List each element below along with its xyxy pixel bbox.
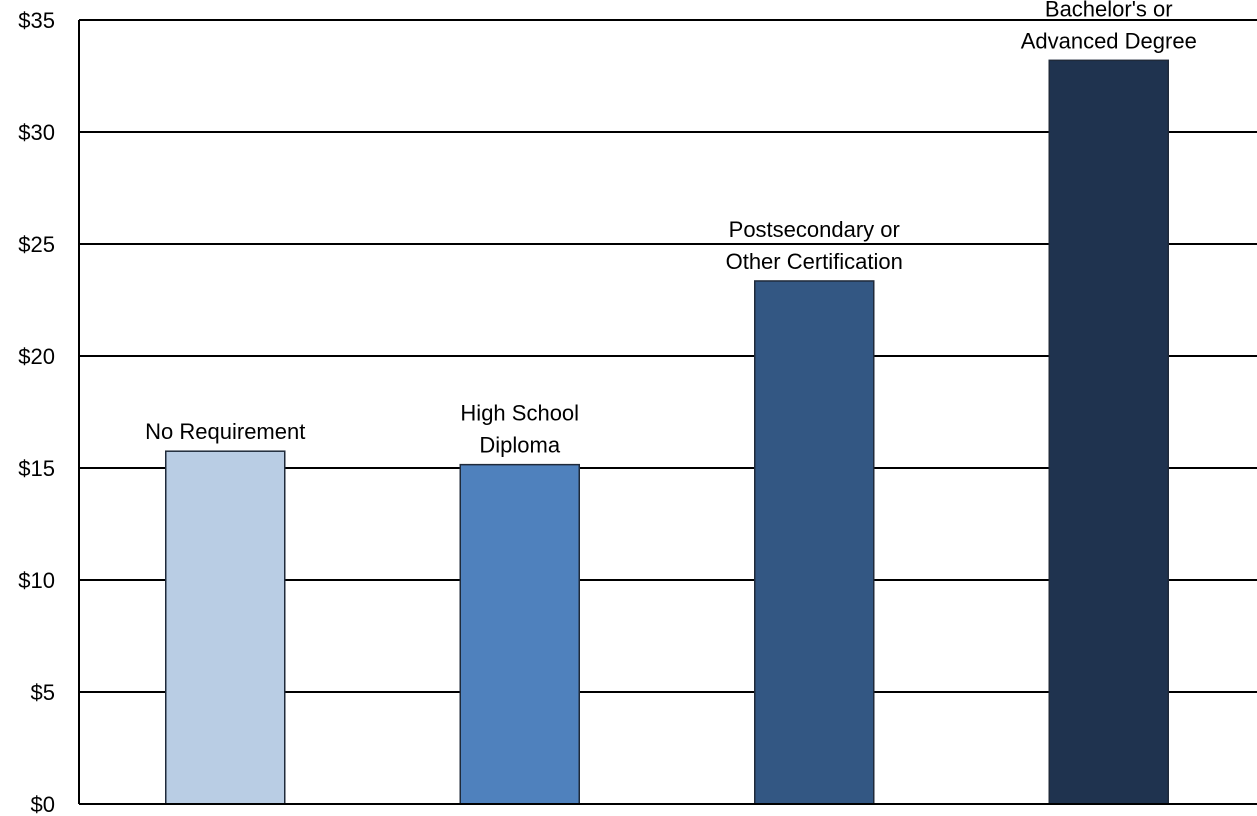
bar-label: No Requirement bbox=[145, 419, 305, 444]
axes bbox=[78, 19, 1257, 805]
bar-label: High School Diploma bbox=[460, 401, 579, 458]
bar-label-line: Advanced Degree bbox=[1021, 28, 1197, 53]
bar bbox=[754, 280, 875, 805]
bar-label: Bachelor's or Advanced Degree bbox=[1021, 0, 1197, 53]
y-tick-label: $35 bbox=[18, 8, 55, 33]
bar bbox=[1048, 59, 1169, 805]
y-tick-label: $30 bbox=[18, 120, 55, 145]
y-tick-label: $10 bbox=[18, 568, 55, 593]
bars bbox=[165, 59, 1169, 805]
y-tick-label: $20 bbox=[18, 344, 55, 369]
y-tick-label: $0 bbox=[31, 792, 55, 816]
bar-label-line: No Requirement bbox=[145, 419, 305, 444]
bar bbox=[165, 450, 286, 805]
bar-label-line: Postsecondary or bbox=[729, 217, 900, 242]
bar bbox=[459, 463, 580, 805]
y-axis-tick-labels: $0 $5 $10 $15 $20 $25 $30 $35 bbox=[18, 8, 55, 816]
bar-label-line: Bachelor's or bbox=[1045, 0, 1173, 21]
bar-label-line: Diploma bbox=[479, 433, 560, 458]
bar-label-line: High School bbox=[460, 401, 579, 426]
y-tick-label: $5 bbox=[31, 680, 55, 705]
bar-label: Postsecondary or Other Certification bbox=[726, 217, 903, 274]
y-tick-label: $15 bbox=[18, 456, 55, 481]
y-tick-label: $25 bbox=[18, 232, 55, 257]
bar-category-labels: No Requirement High School Diploma Postseco… bbox=[145, 0, 1197, 458]
bar-label-line: Other Certification bbox=[726, 249, 903, 274]
